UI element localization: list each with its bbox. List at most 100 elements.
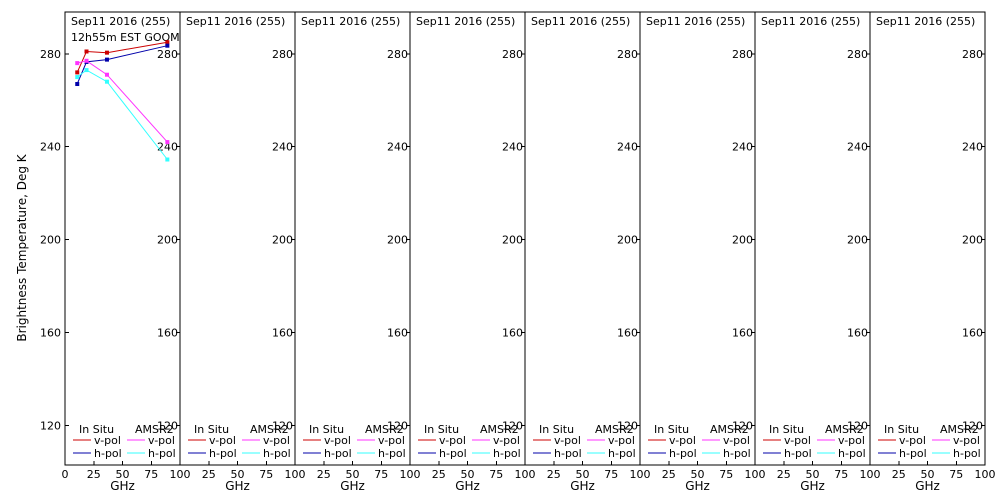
data-point-amsr2_h [104,79,109,84]
legend-label-insitu_v: v-pol [94,434,121,447]
legend-label-insitu_v: v-pol [554,434,581,447]
x-tick-label: 25 [892,468,906,481]
y-tick-label-left: 160 [40,327,61,340]
legend-amsr2-header: AMSR2 [940,423,979,436]
x-tick-label: 100 [400,468,421,481]
y-tick-label-left: 240 [40,141,61,154]
y-tick-label: 200 [962,234,983,247]
legend-label-insitu_h: h-pol [899,447,927,460]
legend-in-situ-header: In Situ [194,423,229,436]
y-tick-label: 160 [387,327,408,340]
legend-label-insitu_v: v-pol [899,434,926,447]
x-axis-label: GHz [455,479,480,493]
y-tick-label: 240 [617,141,638,154]
y-tick-label: 160 [617,327,638,340]
panel-4: Sep11 2016 (255) 120 160 200 240 280 25 50 75 100… [409,11,536,493]
y-tick-label: 120 [732,420,753,433]
legend-label-amsr2_h: h-pol [723,447,751,460]
data-point-amsr2_h [165,157,170,162]
legend-label-insitu_h: h-pol [554,447,582,460]
legend-label-insitu_h: h-pol [209,447,237,460]
y-tick-label-left: 120 [40,420,61,433]
x-tick-label: 100 [515,468,536,481]
y-tick-label: 200 [157,234,178,247]
y-tick-label: 240 [847,141,868,154]
panel-subtitle: 12h55m EST GOOM [71,31,180,44]
data-point-amsr2_v [104,72,109,77]
legend-label-amsr2_h: h-pol [148,447,176,460]
x-tick-label: 75 [719,468,733,481]
series-line-insitu_v [76,41,168,73]
x-tick-label: 25 [317,468,331,481]
data-point-insitu_v [75,70,80,75]
y-tick-label: 280 [502,48,523,61]
x-tick-label: 100 [975,468,996,481]
y-tick-label: 200 [272,234,293,247]
panel-title: Sep11 2016 (255) [876,15,975,28]
legend-label-amsr2_v: v-pol [723,434,750,447]
x-tick-label: 50 [576,468,590,481]
y-tick-label: 200 [617,234,638,247]
panel-6: Sep11 2016 (255) 120 160 200 240 280 25 50 75 100… [639,11,766,493]
series-line-amsr2_h [76,69,168,160]
panel-title: Sep11 2016 (255) [646,15,745,28]
legend-label-amsr2_h: h-pol [838,447,866,460]
y-tick-label: 120 [272,420,293,433]
panel-title: Sep11 2016 (255) [186,15,285,28]
x-tick-label: 100 [860,468,881,481]
legend-label-amsr2_v: v-pol [608,434,635,447]
y-tick-label: 120 [157,420,178,433]
legend-label-insitu_v: v-pol [324,434,351,447]
x-tick-label: 0 [62,468,69,481]
x-axis-label: GHz [225,479,250,493]
x-tick-label: 75 [144,468,158,481]
legend-label-insitu_h: h-pol [784,447,812,460]
x-axis-label: GHz [110,479,135,493]
x-tick-label: 50 [691,468,705,481]
y-tick-label: 280 [962,48,983,61]
panel-7: Sep11 2016 (255) 120 160 200 240 280 25 50 75 100… [754,11,881,493]
legend-in-situ-header: In Situ [654,423,689,436]
legend-amsr2-header: AMSR2 [825,423,864,436]
x-tick-label: 50 [461,468,475,481]
legend-label-insitu_v: v-pol [669,434,696,447]
legend-label-insitu_v: v-pol [439,434,466,447]
x-tick-label: 50 [921,468,935,481]
data-point-insitu_v [84,49,89,54]
legend-label-amsr2_v: v-pol [378,434,405,447]
x-axis-label: GHz [800,479,825,493]
x-tick-label: 75 [834,468,848,481]
legend-label-insitu_v: v-pol [784,434,811,447]
series-line-amsr2_v [77,60,168,143]
panel-title: Sep11 2016 (255) [761,15,860,28]
y-axis-label: Brightness Temperature, Deg K [15,153,29,341]
y-tick-label: 240 [962,141,983,154]
y-tick-label: 280 [732,48,753,61]
panel-title: Sep11 2016 (255) [416,15,515,28]
panel-title: Sep11 2016 (255) [301,15,400,28]
data-point-amsr2_h [84,68,89,73]
x-tick-label: 75 [949,468,963,481]
y-tick-label: 280 [387,48,408,61]
legend-amsr2-header: AMSR2 [710,423,749,436]
legend-label-amsr2_h: h-pol [953,447,981,460]
x-tick-label: 50 [231,468,245,481]
legend-label-insitu_h: h-pol [94,447,122,460]
y-tick-label: 240 [387,141,408,154]
x-tick-label: 25 [87,468,101,481]
panel-5: Sep11 2016 (255) 120 160 200 240 280 25 50 75 100… [524,11,651,493]
panel-title: Sep11 2016 (255) [71,15,170,28]
legend-label-amsr2_v: v-pol [493,434,520,447]
y-tick-label: 160 [847,327,868,340]
data-point-insitu_v [104,50,109,55]
y-tick-label: 160 [732,327,753,340]
data-point-insitu_h [104,57,109,62]
y-tick-label-left: 200 [40,234,61,247]
panel-title: Sep11 2016 (255) [531,15,630,28]
y-tick-label: 160 [962,327,983,340]
